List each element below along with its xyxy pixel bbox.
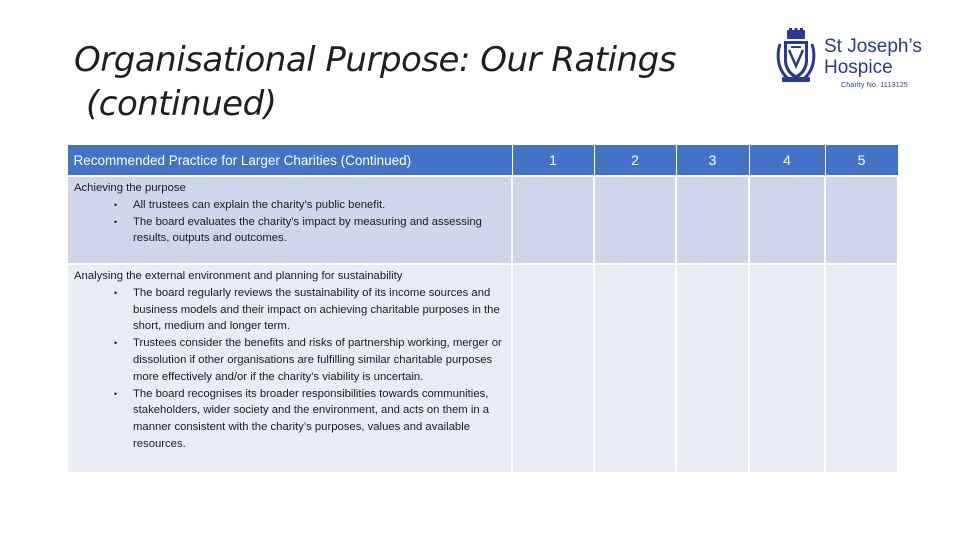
bullet-text: The board regularly reviews the sustaina…	[133, 286, 500, 333]
header-rating-1: 1	[511, 144, 595, 177]
criteria-bullet: • The board recognises its broader respon…	[114, 387, 490, 450]
title-line-1: Organisational Purpose: Our Ratings	[74, 40, 676, 80]
bullet-text: Trustees consider the benefits and risks…	[133, 337, 502, 383]
criteria-bullet: • The board regularly reviews the sustain…	[114, 286, 500, 333]
criteria-heading: Achieving the purpose	[74, 182, 186, 194]
bullet-text: All trustees can explain the charity’s p…	[133, 198, 386, 211]
criteria-bullets: • The board regularly reviews the sustain…	[74, 285, 507, 453]
rating-cell-1[interactable]	[511, 175, 595, 265]
header-practice: Recommended Practice for Larger Charitie…	[66, 144, 513, 177]
criteria-bullet: • The board evaluates the charity’s impac…	[114, 215, 482, 245]
rating-cell-2[interactable]	[593, 175, 677, 265]
rating-cell-3[interactable]	[675, 263, 750, 474]
hospice-name: St Joseph’s Hospice	[824, 36, 934, 78]
rating-cell-4[interactable]	[748, 175, 826, 265]
table-row: Analysing the external environment and p…	[66, 263, 899, 474]
bullet-text: The board recognises its broader respons…	[133, 387, 490, 450]
header-rating-4: 4	[748, 144, 826, 177]
criteria-bullet: • All trustees can explain the charity’s …	[114, 198, 386, 211]
table-row: Achieving the purpose • All trustees can …	[66, 175, 899, 265]
criteria-cell: Achieving the purpose • All trustees can …	[66, 175, 513, 265]
hospice-name-line-2: Hospice	[824, 57, 893, 78]
rating-cell-5[interactable]	[824, 263, 899, 474]
criteria-bullet: • Trustees consider the benefits and risk…	[114, 337, 502, 383]
header-rating-5: 5	[824, 144, 899, 177]
rating-cell-1[interactable]	[511, 263, 595, 474]
charity-number: Charity No. 1113125	[841, 82, 908, 89]
hospice-name-line-1: St Joseph’s	[824, 36, 922, 57]
rating-cell-5[interactable]	[824, 175, 899, 265]
hospice-logo: St Joseph’s Hospice Charity No. 1113125	[774, 28, 934, 94]
crest-icon	[776, 28, 816, 82]
header-rating-2: 2	[593, 144, 677, 177]
title-line-2: (continued)	[86, 84, 277, 124]
rating-cell-3[interactable]	[675, 175, 750, 265]
bullet-text: The board evaluates the charity’s impact…	[133, 215, 482, 245]
page-title: Organisational Purpose: Our Ratings (con…	[74, 38, 714, 126]
rating-cell-2[interactable]	[593, 263, 677, 474]
rating-cell-4[interactable]	[748, 263, 826, 474]
ratings-table: Recommended Practice for Larger Charitie…	[66, 144, 899, 474]
criteria-bullets: • All trustees can explain the charity’s …	[74, 197, 507, 247]
header-rating-3: 3	[675, 144, 750, 177]
criteria-heading: Analysing the external environment and p…	[74, 270, 403, 282]
table-header-row: Recommended Practice for Larger Charitie…	[66, 144, 899, 177]
criteria-cell: Analysing the external environment and p…	[66, 263, 513, 474]
